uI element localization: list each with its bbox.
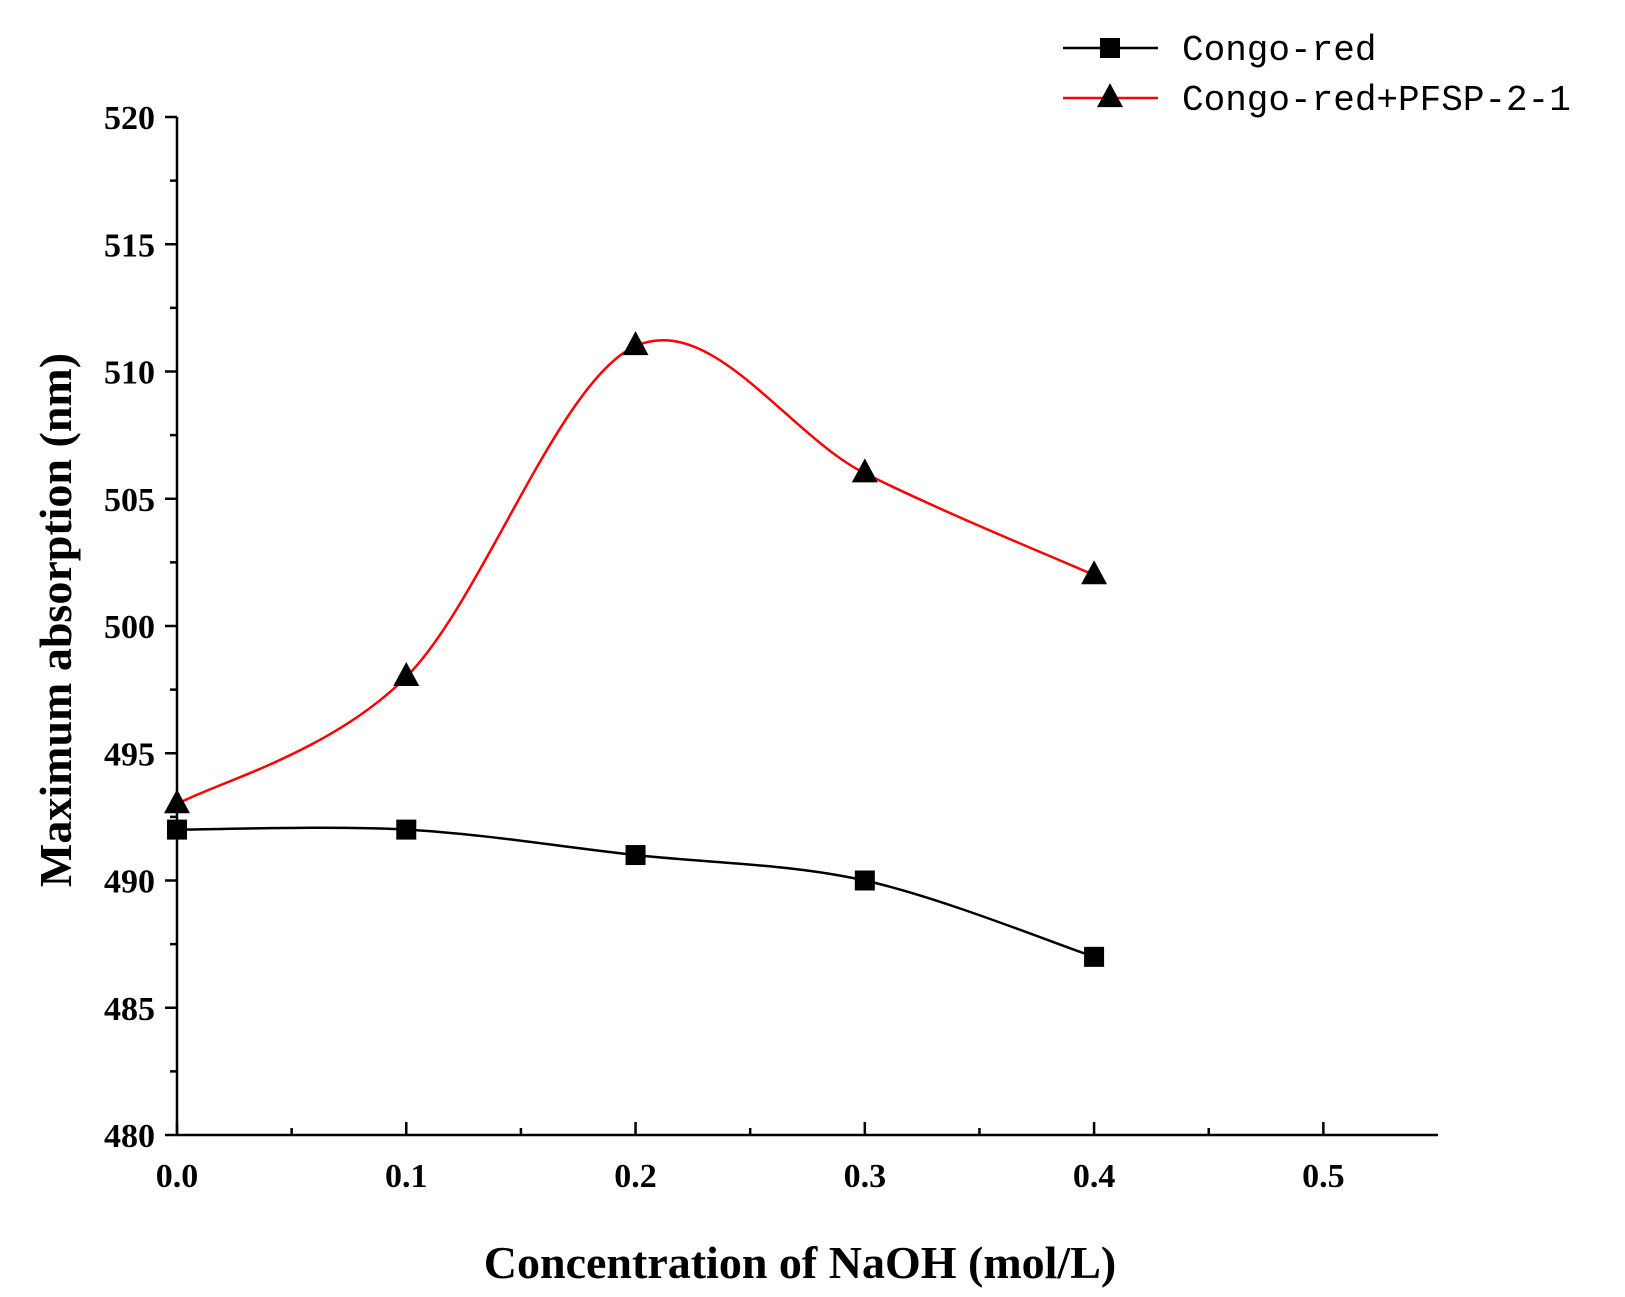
x-tick-label: 0.0: [156, 1158, 199, 1195]
axes: 0.0 0.1 0.2 0.3 0.4 0.5 480 485 490 495 500 505 510 5…: [104, 100, 1438, 1195]
x-axis-title: Concentration of NaOH (mol/L): [484, 1237, 1116, 1288]
data-point: [851, 458, 878, 483]
legend-item: Congo-red+PFSP-2-1: [1063, 80, 1571, 121]
legend-square-marker: [1100, 38, 1120, 58]
x-tick-label: 0.2: [614, 1158, 657, 1195]
y-tick-label: 520: [104, 100, 155, 137]
data-point: [393, 662, 420, 687]
series-congo-red-pfsp: [164, 331, 1108, 814]
data-point: [1084, 946, 1105, 967]
data-point: [854, 870, 875, 891]
data-point: [396, 819, 417, 840]
data-point: [625, 845, 646, 866]
y-tick-label: 480: [104, 1118, 155, 1155]
y-axis-title: Maximum absorption (nm): [30, 353, 81, 887]
series-layer: [164, 331, 1108, 967]
series-line: [176, 338, 1095, 806]
y-tick-label: 515: [104, 227, 155, 264]
legend-label: Congo-red+PFSP-2-1: [1182, 80, 1571, 121]
y-tick-label: 505: [104, 482, 155, 519]
series-congo-red: [167, 819, 1105, 967]
legend-label: Congo-red: [1182, 30, 1376, 71]
data-point: [622, 331, 649, 356]
legend-triangle-marker: [1097, 83, 1123, 108]
y-tick-label: 510: [104, 355, 155, 392]
x-tick-label: 0.4: [1073, 1158, 1116, 1195]
x-tick-label: 0.1: [385, 1158, 428, 1195]
x-tick-label: 0.5: [1302, 1158, 1345, 1195]
y-tick-label: 500: [104, 609, 155, 646]
legend-item: Congo-red: [1063, 30, 1376, 71]
y-tick-label: 485: [104, 991, 155, 1028]
legend: Congo-red Congo-red+PFSP-2-1: [1063, 30, 1571, 121]
data-point: [1081, 560, 1108, 585]
y-tick-label: 490: [104, 864, 155, 901]
data-point: [167, 819, 187, 840]
x-tick-label: 0.3: [844, 1158, 887, 1195]
data-point: [164, 789, 190, 814]
y-tick-label: 495: [104, 736, 155, 773]
